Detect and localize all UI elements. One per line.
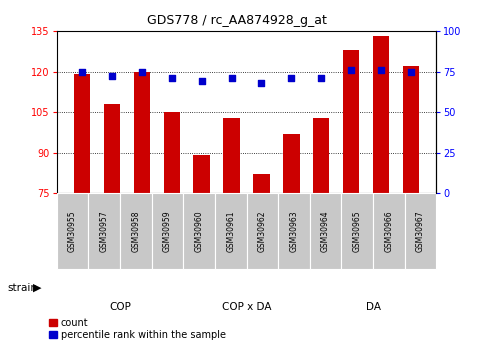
Point — [198, 79, 206, 84]
Legend: count, percentile rank within the sample: count, percentile rank within the sample — [49, 318, 226, 340]
Point — [168, 75, 176, 81]
FancyBboxPatch shape — [278, 193, 310, 269]
Text: GSM30959: GSM30959 — [163, 210, 172, 252]
Point — [347, 67, 355, 73]
Bar — [283, 134, 300, 193]
Text: GSM30966: GSM30966 — [385, 210, 393, 252]
FancyBboxPatch shape — [57, 193, 88, 269]
Point — [287, 75, 295, 81]
Text: GSM30955: GSM30955 — [68, 210, 77, 252]
Text: strain: strain — [7, 283, 37, 293]
Bar — [223, 118, 240, 193]
FancyBboxPatch shape — [341, 193, 373, 269]
Point — [257, 80, 265, 86]
Point — [108, 74, 116, 79]
FancyBboxPatch shape — [405, 193, 436, 269]
Text: COP: COP — [109, 302, 131, 312]
Text: DA: DA — [365, 302, 381, 312]
Point — [317, 75, 325, 81]
Text: GSM30961: GSM30961 — [226, 210, 235, 252]
FancyBboxPatch shape — [373, 193, 405, 269]
Point — [228, 75, 236, 81]
Text: GSM30963: GSM30963 — [289, 210, 298, 252]
Bar — [343, 50, 359, 193]
Text: GSM30957: GSM30957 — [100, 210, 108, 252]
FancyBboxPatch shape — [246, 193, 278, 269]
Text: GSM30960: GSM30960 — [195, 210, 204, 252]
Bar — [164, 112, 180, 193]
Text: GSM30967: GSM30967 — [416, 210, 425, 252]
Bar — [373, 37, 389, 193]
Text: GDS778 / rc_AA874928_g_at: GDS778 / rc_AA874928_g_at — [147, 14, 326, 27]
Point — [407, 69, 415, 74]
Point — [377, 67, 385, 73]
Text: ▶: ▶ — [33, 283, 41, 293]
Bar — [313, 118, 329, 193]
Bar — [253, 174, 270, 193]
Bar — [104, 104, 120, 193]
FancyBboxPatch shape — [215, 193, 246, 269]
FancyBboxPatch shape — [183, 193, 215, 269]
Text: GSM30958: GSM30958 — [131, 210, 141, 252]
Bar — [193, 155, 210, 193]
FancyBboxPatch shape — [120, 193, 152, 269]
Bar — [134, 71, 150, 193]
Point — [138, 69, 146, 74]
FancyBboxPatch shape — [88, 193, 120, 269]
Text: GSM30962: GSM30962 — [258, 210, 267, 252]
FancyBboxPatch shape — [310, 193, 341, 269]
Bar — [74, 74, 90, 193]
Text: GSM30964: GSM30964 — [321, 210, 330, 252]
FancyBboxPatch shape — [152, 193, 183, 269]
Bar — [403, 66, 419, 193]
Text: COP x DA: COP x DA — [222, 302, 271, 312]
Text: GSM30965: GSM30965 — [352, 210, 362, 252]
Point — [78, 69, 86, 74]
